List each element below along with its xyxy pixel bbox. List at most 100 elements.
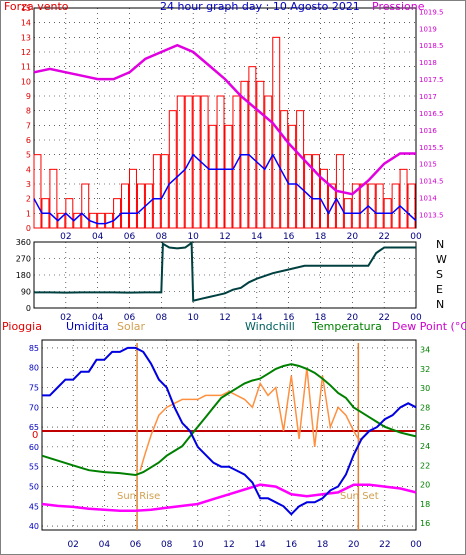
wind-gust-bar <box>49 168 58 229</box>
pressure-tick-label: 1019 <box>419 25 437 33</box>
solar-line <box>139 367 363 471</box>
wind-gust-bar <box>33 154 42 229</box>
temperature-line <box>41 363 417 477</box>
humidity-tick-label: 40 <box>29 522 39 531</box>
wind-gust-bar <box>152 154 161 229</box>
wind-gust-bar <box>81 183 90 229</box>
x-tick-label: 12 <box>219 232 230 242</box>
x-tick-label: 06 <box>124 232 136 242</box>
pressure-tick-label: 1016 <box>419 127 437 135</box>
axis-labels: 01234567891011121314151013.510141014.510… <box>16 4 444 550</box>
temperature-tick-label: 20 <box>420 481 430 490</box>
temperature-tick-label: 30 <box>420 384 430 393</box>
direction-tick-label: 90 <box>21 288 31 297</box>
temperature-tick-label: 22 <box>420 461 430 470</box>
wind-gust-bar <box>312 154 320 229</box>
humidity-tick-label: 45 <box>29 502 39 511</box>
wind-gust-bar <box>176 95 185 229</box>
pressure-line <box>33 43 416 196</box>
wind-gust-bar <box>248 66 257 229</box>
compass-w: W <box>436 253 447 266</box>
wind-gust-bar <box>121 183 129 229</box>
x-tick-label: 20 <box>347 232 359 242</box>
pressure-tick-label: 1017 <box>419 93 437 101</box>
x-tick-label: 04 <box>92 313 104 323</box>
temperature-tick-label: 18 <box>420 500 430 509</box>
x-tick-label: 16 <box>283 232 295 242</box>
x-tick-label: 10 <box>192 540 204 550</box>
wind-gust-bar <box>327 183 336 229</box>
x-tick-label: 08 <box>156 232 168 242</box>
direction-tick-label: 0 <box>26 304 31 313</box>
x-tick-label: 02 <box>67 540 78 550</box>
x-tick-label: 04 <box>92 232 104 242</box>
wind-tick-label: 0 <box>26 224 31 233</box>
x-tick-label: 00 <box>410 232 422 242</box>
wind-tick-label: 1 <box>26 209 31 218</box>
legend-solar: Solar <box>117 320 146 333</box>
compass-n-top: N <box>436 238 444 251</box>
wind-gust-bar <box>97 212 106 229</box>
x-tick-label: 18 <box>315 232 327 242</box>
legend-dewpoint: Dew Point (°C) <box>392 320 466 333</box>
x-tick-label: 22 <box>378 232 389 242</box>
x-tick-label: 04 <box>99 540 111 550</box>
sun-set-label: Sun Set <box>340 491 379 502</box>
x-tick-label: 12 <box>223 540 234 550</box>
direction-tick-label: 270 <box>16 255 31 264</box>
humidity-tick-label: 50 <box>29 482 39 491</box>
wind-gust-bar <box>407 183 416 229</box>
wind-gust-bar <box>216 95 225 229</box>
wind-tick-label: 11 <box>21 63 31 72</box>
wind-gust-bar <box>160 154 169 229</box>
x-tick-label: 22 <box>378 313 389 323</box>
humidity-tick-label: 85 <box>29 344 39 353</box>
wind-tick-label: 10 <box>21 77 31 86</box>
wind-tick-label: 8 <box>26 107 31 116</box>
x-tick-label: 08 <box>161 540 173 550</box>
wind-direction-line <box>34 240 416 302</box>
legend-pioggia: Pioggia <box>2 320 42 333</box>
wind-gust-bar <box>264 95 273 229</box>
x-tick-label: 18 <box>315 313 327 323</box>
data-series <box>33 36 417 530</box>
temperature-tick-label: 34 <box>420 346 430 355</box>
x-tick-label: 00 <box>410 313 422 323</box>
pressure-tick-label: 1016.5 <box>419 110 444 118</box>
wind-tick-label: 4 <box>26 165 31 174</box>
pressure-tick-label: 1015.5 <box>419 144 444 152</box>
x-tick-label: 02 <box>60 232 71 242</box>
x-tick-label: 00 <box>410 540 422 550</box>
pressure-tick-label: 1018.5 <box>419 42 444 50</box>
wind-tick-label: 9 <box>26 92 31 101</box>
x-tick-label: 20 <box>348 540 360 550</box>
wind-gust-bar <box>208 124 217 229</box>
pressure-tick-label: 1019.5 <box>419 8 444 16</box>
pressure-tick-label: 1014.5 <box>419 178 444 186</box>
wind-gust-bar <box>351 183 360 229</box>
pressure-tick-label: 1018 <box>419 59 437 67</box>
temperature-tick-label: 28 <box>420 404 430 413</box>
compass-s: S <box>436 268 443 281</box>
x-tick-label: 14 <box>251 232 263 242</box>
x-tick-label: 14 <box>254 540 266 550</box>
wind-gust-bar <box>129 168 137 229</box>
x-tick-label: 16 <box>286 540 298 550</box>
wind-gust-bar <box>168 110 177 229</box>
wind-tick-label: 6 <box>26 136 31 145</box>
x-tick-label: 06 <box>130 540 142 550</box>
wind-gust-bar <box>288 124 297 229</box>
humidity-tick-label: 60 <box>29 443 39 452</box>
legend-temperatura: Temperatura <box>311 320 382 333</box>
wind-tick-label: 2 <box>26 195 31 204</box>
humidity-tick-label: 55 <box>29 463 39 472</box>
wind-force-label: Forza vento <box>4 0 69 13</box>
humidity-tick-label: 75 <box>29 384 39 393</box>
wind-tick-label: 3 <box>26 180 31 189</box>
humidity-tick-label: 65 <box>29 423 39 432</box>
temperature-tick-label: 32 <box>420 365 430 374</box>
wind-gust-bar <box>375 183 384 229</box>
graph-title: 24 hour graph day : 10 Agosto 2021 <box>160 0 360 13</box>
